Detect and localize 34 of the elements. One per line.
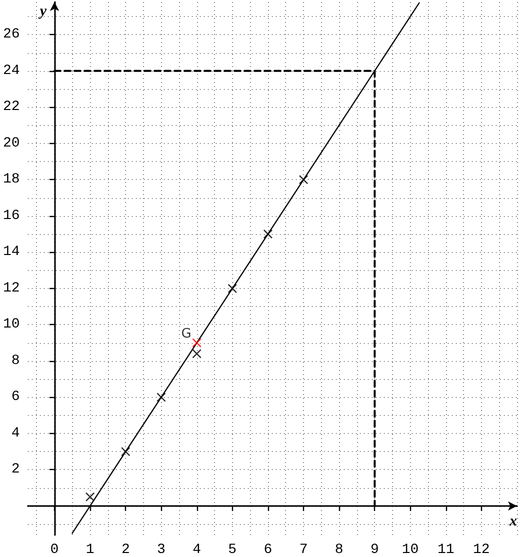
y-tick-label: 8 <box>11 352 20 369</box>
x-tick-label: 10 <box>402 542 419 557</box>
y-tick-label: 18 <box>2 172 20 188</box>
x-axis-title: x <box>508 513 518 530</box>
x-tick-label: 2 <box>121 542 130 557</box>
point <box>121 447 130 456</box>
x-tick-label: 7 <box>299 542 308 557</box>
y-tick-label: 2 <box>11 462 20 478</box>
y-tick-label: 4 <box>11 425 20 442</box>
x-tick-label: 12 <box>473 542 490 557</box>
y-tick-label: 22 <box>2 99 20 116</box>
x-tick-label: 5 <box>228 542 237 557</box>
x-tick-label: 1 <box>86 542 94 557</box>
x-tick-label: 3 <box>157 542 166 557</box>
point <box>228 284 237 293</box>
x-tick-label: 4 <box>192 542 201 557</box>
y-tick-label: 14 <box>2 244 20 260</box>
x-tick-label: 11 <box>437 542 454 557</box>
point <box>299 175 308 184</box>
point <box>192 338 202 348</box>
point <box>86 492 95 502</box>
y-tick-label: 26 <box>2 26 20 43</box>
x-tick-label: 9 <box>370 542 379 557</box>
x-tick-label: 0 <box>50 542 59 557</box>
series-label: G <box>181 326 192 342</box>
y-tick-label: 12 <box>2 280 20 296</box>
y-tick-label: 20 <box>2 135 20 152</box>
y-tick-label: 10 <box>2 316 20 333</box>
y-tick-label: 16 <box>2 208 20 224</box>
y-tick-label: 6 <box>11 389 20 406</box>
x-tick-label: 8 <box>334 542 344 557</box>
x-tick-label: 6 <box>264 542 272 557</box>
y-axis-title: y <box>38 4 47 20</box>
y-tick-label: 24 <box>2 62 20 79</box>
